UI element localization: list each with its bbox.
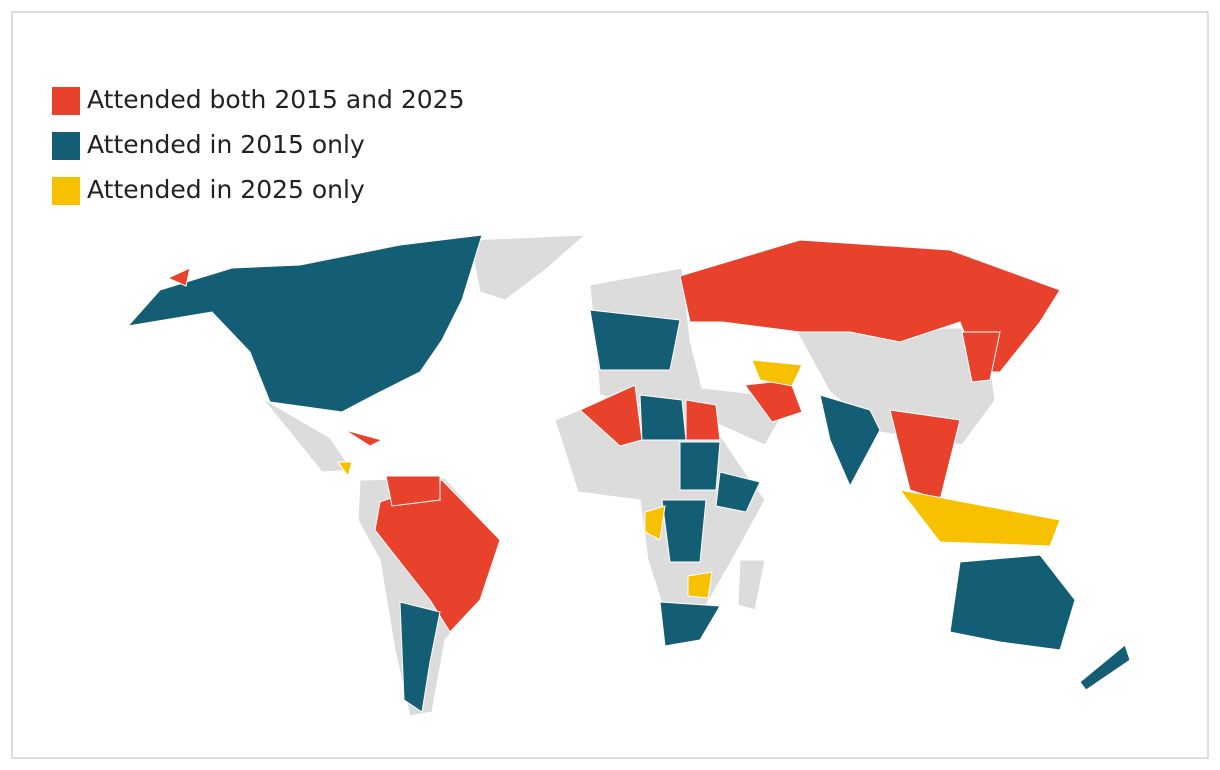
- country-region: [337, 461, 353, 478]
- country-region: [374, 479, 501, 633]
- country-region: [399, 601, 441, 713]
- legend-swatch: [52, 177, 80, 205]
- world-map: [126, 234, 1131, 717]
- legend-label: Attended in 2015 only: [87, 130, 365, 159]
- country-region: [639, 394, 687, 441]
- land: [737, 559, 766, 611]
- country-region: [685, 399, 721, 441]
- country-region: [644, 505, 666, 541]
- land: [469, 234, 587, 301]
- legend-label: Attended both 2015 and 2025: [87, 85, 465, 114]
- country-region: [166, 267, 191, 287]
- country-region: [961, 331, 1001, 383]
- country-region: [819, 394, 881, 488]
- country-region: [949, 554, 1076, 651]
- country-region: [659, 601, 721, 647]
- legend-label: Attended in 2025 only: [87, 175, 365, 204]
- country-region: [1079, 644, 1131, 691]
- country-region: [687, 571, 713, 599]
- country-region: [661, 499, 707, 563]
- country-region: [898, 489, 1061, 547]
- country-region: [751, 359, 803, 387]
- country-region: [589, 309, 681, 371]
- country-region: [715, 471, 761, 513]
- country-region: [385, 475, 441, 507]
- legend: Attended both 2015 and 2025 Attended in 2…: [52, 85, 465, 205]
- country-region: [344, 429, 384, 447]
- country-region: [679, 441, 721, 491]
- legend-swatch: [52, 87, 80, 115]
- legend-swatch: [52, 132, 80, 160]
- country-region: [126, 234, 483, 413]
- land: [261, 397, 353, 473]
